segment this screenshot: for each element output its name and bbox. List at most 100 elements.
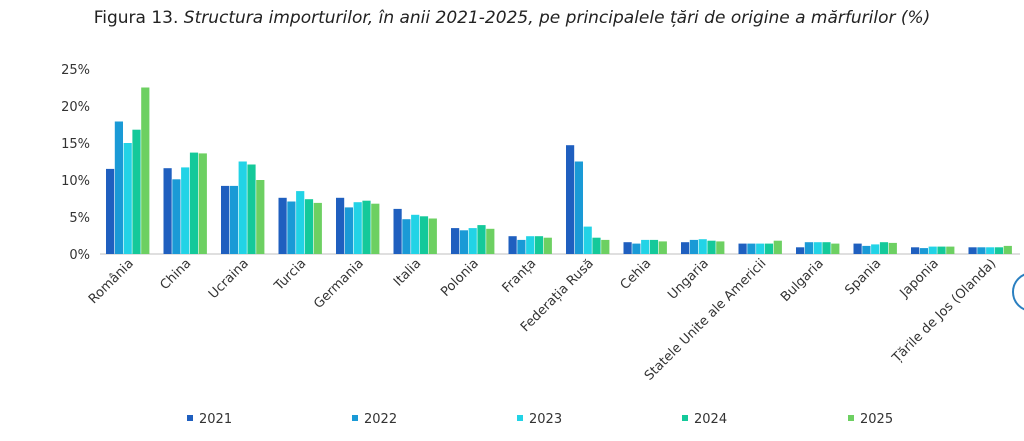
bar-2025 xyxy=(486,228,495,254)
bar-2021 xyxy=(393,208,402,254)
bar-2023 xyxy=(756,243,765,254)
title-prefix: Figura 13. xyxy=(93,8,179,28)
bar-2023 xyxy=(986,247,995,254)
bar-2023 xyxy=(181,167,190,254)
bar-2025 xyxy=(141,87,150,254)
bar-2023 xyxy=(468,228,477,254)
bar-2023 xyxy=(928,246,937,254)
legend-swatch-2025 xyxy=(848,415,854,421)
legend-label: 2022 xyxy=(364,412,397,427)
bar-2024 xyxy=(247,164,256,254)
bar-2021 xyxy=(968,247,977,254)
x-category-label: Italia xyxy=(391,256,424,289)
legend-swatch-2021 xyxy=(187,415,193,421)
bar-2022 xyxy=(344,207,353,254)
x-category-label: Cehia xyxy=(618,256,655,293)
x-category-label: Germania xyxy=(311,256,367,312)
legend-swatch-2023 xyxy=(517,415,523,421)
bar-2021 xyxy=(623,242,632,254)
legend-label: 2025 xyxy=(860,412,893,427)
legend-label: 2024 xyxy=(694,412,727,427)
bar-2022 xyxy=(402,219,411,254)
bar-2023 xyxy=(123,143,132,254)
bar-2024 xyxy=(189,152,199,254)
bar-2021 xyxy=(163,168,172,254)
bars xyxy=(106,87,1012,254)
bar-2023 xyxy=(411,214,420,254)
bar-2025 xyxy=(1003,245,1012,254)
bar-2023 xyxy=(813,242,822,254)
bar-2022 xyxy=(517,239,526,254)
x-category-label: Bulgaria xyxy=(778,256,827,305)
bar-2024 xyxy=(304,199,314,254)
bar-2025 xyxy=(543,237,552,254)
bar-2025 xyxy=(313,202,322,254)
bar-2025 xyxy=(773,240,782,254)
title-main: Structura importurilor, în anii 2021-202… xyxy=(183,8,931,28)
bar-2024 xyxy=(879,242,889,254)
chart-title: Figura 13. Structura importurilor, în an… xyxy=(0,8,1024,28)
bar-2021 xyxy=(221,185,230,254)
bar-2025 xyxy=(831,243,840,254)
bar-2021 xyxy=(566,145,575,254)
bar-2022 xyxy=(459,230,468,254)
x-category-label: România xyxy=(86,256,137,307)
bar-2024 xyxy=(477,225,486,254)
x-category-label: Ungaria xyxy=(665,256,712,303)
x-category-label: Ucraina xyxy=(206,256,252,302)
y-tick-label: 0% xyxy=(69,248,90,263)
bar-2023 xyxy=(526,236,535,254)
bar-2022 xyxy=(689,239,698,254)
bar-2025 xyxy=(716,241,725,254)
bar-2021 xyxy=(796,247,805,254)
bar-2021 xyxy=(451,228,460,254)
bar-2025 xyxy=(601,239,610,254)
legend-swatch-2024 xyxy=(682,415,688,421)
x-category-label: Polonia xyxy=(438,256,482,300)
bar-2021 xyxy=(681,242,690,254)
bar-2022 xyxy=(574,161,583,254)
bar-2024 xyxy=(362,200,371,254)
x-category-label: Spania xyxy=(842,256,884,298)
bar-2024 xyxy=(592,237,601,254)
bar-2023 xyxy=(641,239,650,254)
bar-2022 xyxy=(632,243,641,254)
y-tick-label: 10% xyxy=(61,174,90,189)
bar-2022 xyxy=(114,121,123,254)
bar-2021 xyxy=(106,168,115,254)
bar-2021 xyxy=(508,236,517,254)
bar-2024 xyxy=(649,239,659,254)
bar-2022 xyxy=(172,179,181,254)
y-tick-label: 15% xyxy=(61,137,90,152)
bar-2023 xyxy=(353,202,362,254)
category-labels: România China Ucraina Turcia Germania Italia P… xyxy=(86,256,999,384)
bar-2025 xyxy=(256,180,265,254)
bar-2025 xyxy=(428,218,437,254)
bar-2023 xyxy=(871,244,880,254)
bar-2024 xyxy=(419,216,429,254)
bar-2025 xyxy=(658,241,667,254)
bar-2022 xyxy=(977,247,986,254)
legend: 2021 2022 2023 2024 2025 xyxy=(187,412,893,427)
bar-2022 xyxy=(747,243,756,254)
bar-2021 xyxy=(336,197,345,254)
y-tick-label: 25% xyxy=(61,63,90,78)
bar-2021 xyxy=(738,243,747,254)
x-category-label: Turcia xyxy=(271,256,309,294)
bar-2023 xyxy=(238,161,247,254)
legend-label: 2023 xyxy=(529,412,562,427)
bar-2024 xyxy=(937,246,946,254)
bar-2022 xyxy=(287,201,296,254)
x-category-label: Statele Unite ale Americii xyxy=(642,256,770,384)
x-category-label: Țările de Jos (Olanda) xyxy=(889,256,999,366)
y-tick-label: 20% xyxy=(61,100,90,115)
bar-2024 xyxy=(994,247,1004,254)
bar-2025 xyxy=(371,203,380,254)
bar-2022 xyxy=(919,248,928,254)
bar-2022 xyxy=(229,185,238,254)
bar-2024 xyxy=(132,129,141,254)
bar-2021 xyxy=(911,247,920,254)
x-category-label: Japonia xyxy=(897,256,942,301)
bar-2023 xyxy=(296,191,305,254)
y-tick-label: 5% xyxy=(69,211,90,226)
